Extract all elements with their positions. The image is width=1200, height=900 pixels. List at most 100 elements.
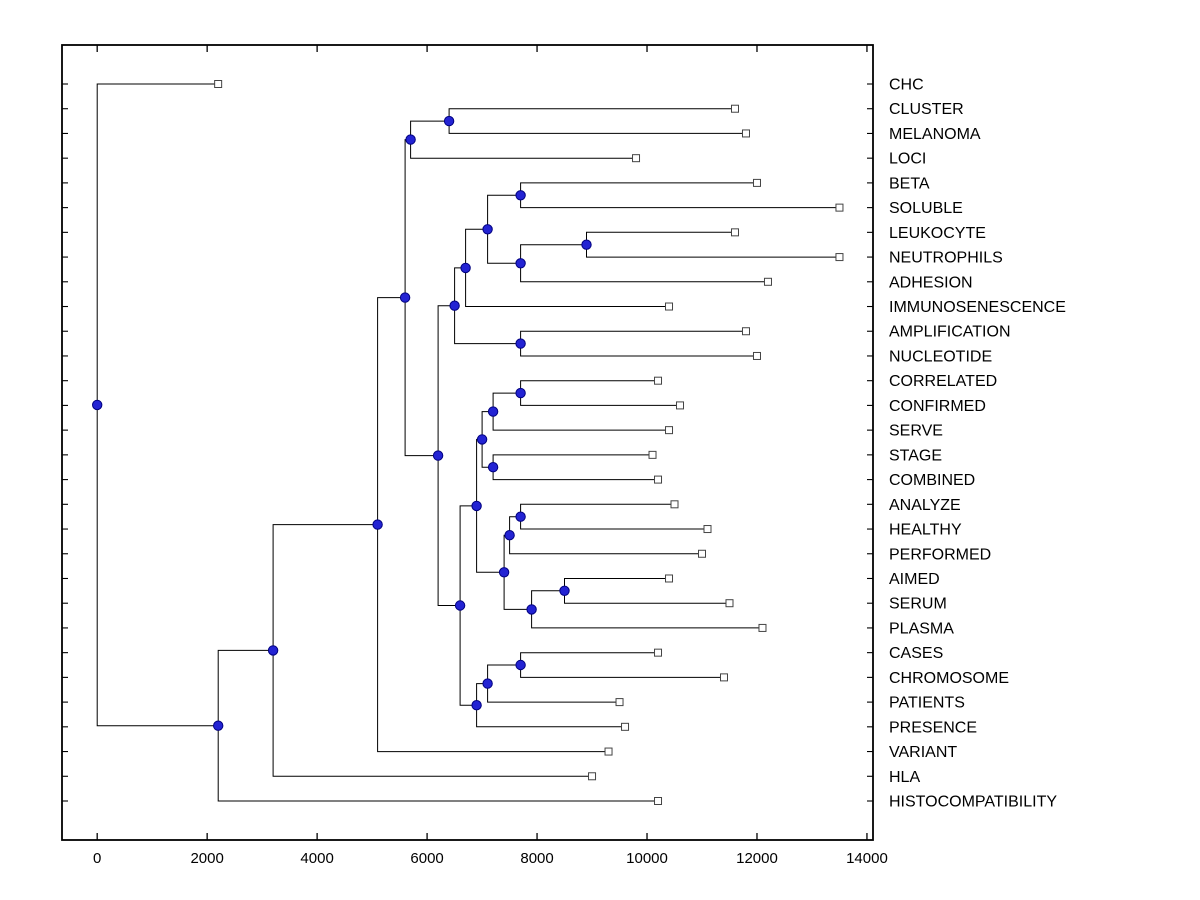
leaf-label: COMBINED [889, 472, 975, 489]
leaf-marker[interactable] [763, 277, 772, 286]
leaf-label: AMPLIFICATION [889, 324, 1011, 341]
x-tick-label: 0 [93, 850, 101, 867]
leaf-marker[interactable] [758, 623, 767, 632]
leaf-marker[interactable] [835, 203, 844, 212]
leaf-marker[interactable] [703, 525, 712, 534]
leaf-marker[interactable] [730, 228, 739, 237]
internal-node-marker[interactable] [482, 224, 493, 235]
leaf-marker[interactable] [676, 401, 685, 410]
leaf-label: CASES [889, 645, 943, 662]
leaf-label: SERVE [889, 423, 943, 440]
internal-node-marker[interactable] [405, 134, 416, 145]
x-tick-label: 4000 [300, 850, 333, 867]
leaf-label: IMMUNOSENESCENCE [889, 299, 1066, 316]
leaf-marker[interactable] [214, 80, 223, 88]
internal-node-marker[interactable] [449, 300, 460, 311]
leaf-label: LEUKOCYTE [889, 225, 986, 242]
leaf-label: LOCI [889, 151, 926, 168]
internal-node-marker[interactable] [515, 258, 526, 269]
internal-node-marker[interactable] [399, 292, 411, 303]
leaf-marker[interactable] [604, 747, 613, 756]
leaf-marker[interactable] [725, 599, 734, 608]
leaf-label: VARIANT [889, 744, 957, 761]
internal-node-marker[interactable] [515, 659, 526, 671]
leaf-marker[interactable] [654, 475, 663, 484]
internal-node-marker[interactable] [526, 604, 537, 615]
leaf-marker[interactable] [665, 302, 674, 311]
internal-node-marker[interactable] [432, 450, 444, 461]
internal-node-marker[interactable] [213, 720, 224, 731]
leaf-label: PRESENCE [889, 719, 977, 736]
leaf-marker[interactable] [621, 722, 630, 731]
leaf-label: ANALYZE [889, 497, 961, 514]
internal-node-marker[interactable] [443, 115, 455, 127]
leaf-label: PERFORMED [889, 546, 991, 563]
internal-node-marker[interactable] [471, 700, 482, 711]
internal-node-marker[interactable] [471, 500, 482, 512]
leaf-label: HLA [889, 769, 920, 786]
leaf-label: CONFIRMED [889, 398, 986, 415]
leaf-label: MELANOMA [889, 126, 981, 143]
leaf-marker[interactable] [698, 549, 707, 558]
internal-node-marker[interactable] [487, 462, 499, 473]
leaf-marker[interactable] [752, 351, 761, 360]
leaf-marker[interactable] [719, 673, 728, 682]
internal-node-marker[interactable] [476, 434, 488, 445]
x-tick-label: 6000 [410, 850, 443, 867]
internal-node-marker[interactable] [504, 530, 515, 541]
leaf-label: CHROMOSOME [889, 670, 1009, 687]
leaf-label: BETA [889, 175, 930, 192]
leaf-marker[interactable] [632, 154, 641, 163]
leaf-marker[interactable] [615, 698, 624, 707]
x-tick-label: 12000 [736, 850, 778, 867]
leaf-label: HEALTHY [889, 522, 962, 539]
leaf-marker[interactable] [670, 500, 679, 509]
leaf-marker[interactable] [741, 327, 750, 336]
internal-node-marker[interactable] [559, 585, 570, 596]
internal-node-marker[interactable] [515, 511, 526, 522]
leaf-label: PATIENTS [889, 695, 965, 712]
leaf-label: NUCLEOTIDE [889, 348, 992, 365]
internal-node-marker[interactable] [454, 600, 466, 611]
internal-node-marker[interactable] [487, 406, 499, 417]
leaf-marker[interactable] [654, 376, 663, 385]
leaf-marker[interactable] [654, 797, 663, 805]
leaf-marker[interactable] [665, 426, 674, 435]
internal-node-marker[interactable] [92, 399, 103, 411]
x-tick-label: 8000 [520, 850, 553, 867]
internal-node-marker[interactable] [482, 678, 493, 689]
internal-node-marker[interactable] [267, 645, 279, 656]
internal-node-marker[interactable] [498, 567, 510, 578]
leaf-label: PLASMA [889, 620, 954, 637]
internal-node-marker[interactable] [460, 262, 471, 274]
x-tick-label: 10000 [626, 850, 668, 867]
leaf-label: HISTOCOMPATIBILITY [889, 794, 1057, 811]
leaf-label: CLUSTER [889, 101, 964, 118]
leaf-marker[interactable] [588, 772, 597, 781]
x-tick-label: 2000 [190, 850, 223, 867]
internal-node-marker[interactable] [515, 338, 526, 349]
leaf-label: SERUM [889, 596, 947, 613]
leaf-marker[interactable] [741, 129, 750, 138]
leaf-marker[interactable] [648, 450, 657, 459]
internal-node-marker[interactable] [581, 239, 592, 250]
leaf-label: CHC [889, 77, 924, 94]
leaf-marker[interactable] [665, 574, 674, 583]
leaf-label: CORRELATED [889, 373, 997, 390]
leaf-marker[interactable] [730, 104, 739, 113]
leaf-marker[interactable] [835, 253, 844, 262]
x-tick-label: 14000 [846, 850, 888, 867]
internal-node-marker[interactable] [372, 519, 383, 530]
leaf-label: ADHESION [889, 274, 973, 291]
leaf-marker[interactable] [654, 648, 663, 657]
leaf-label: STAGE [889, 447, 942, 464]
leaf-marker[interactable] [752, 178, 761, 187]
leaf-label: AIMED [889, 571, 940, 588]
internal-node-marker[interactable] [515, 190, 526, 201]
internal-node-marker[interactable] [515, 387, 526, 399]
leaf-label: SOLUBLE [889, 200, 963, 217]
leaf-label: NEUTROPHILS [889, 250, 1003, 267]
